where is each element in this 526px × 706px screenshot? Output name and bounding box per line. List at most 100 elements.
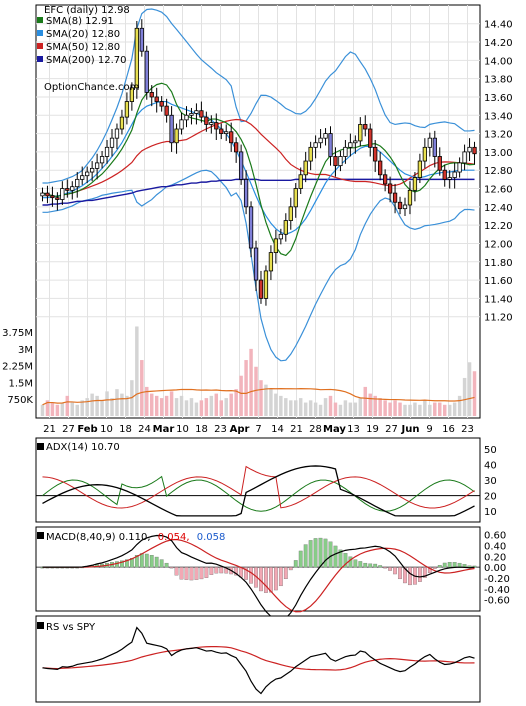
price-tick-label: 11.20 xyxy=(484,313,513,324)
candle-body xyxy=(114,128,120,139)
macd-histogram-bar xyxy=(393,566,397,575)
macd-histogram-bar xyxy=(184,566,189,580)
macd-histogram-bar xyxy=(308,540,313,568)
volume-bar xyxy=(65,395,70,416)
macd-histogram-bar xyxy=(144,553,149,568)
adx-legend-swatch xyxy=(37,443,44,450)
macd-histogram-bar xyxy=(214,566,219,574)
volume-bar xyxy=(452,402,457,416)
adx-title: ADX(14) 10.70 xyxy=(46,442,120,453)
candle-body xyxy=(234,142,239,153)
volume-bar xyxy=(403,404,407,416)
macd-histogram-bar xyxy=(333,545,338,568)
macd-histogram-bar xyxy=(264,566,268,593)
legend-swatch xyxy=(37,56,43,62)
legend-label: SMA(8) 12.91 xyxy=(46,16,114,27)
candle-body xyxy=(278,233,283,240)
rs-line xyxy=(42,626,475,695)
candle-body xyxy=(90,167,95,173)
macd-histogram-bar xyxy=(139,553,144,568)
volume-bar xyxy=(264,384,268,416)
rs-average-line xyxy=(42,645,475,671)
volume-bar xyxy=(125,395,129,416)
candle-body xyxy=(447,177,452,180)
sma8-line xyxy=(42,82,475,257)
macd-histogram-bar xyxy=(115,561,119,568)
macd-histogram-bar xyxy=(209,566,214,575)
price-y-axis: 14.40 14.20 14.00 13.80 13.60 13.40 13.20 13.00… xyxy=(484,20,513,324)
volume-bar xyxy=(70,402,75,416)
candle-body xyxy=(139,27,144,52)
date-tick-label: 14 xyxy=(271,424,284,435)
candle-body xyxy=(189,113,194,116)
date-tick-label: 13 xyxy=(347,424,360,435)
price-tick-label: 11.40 xyxy=(484,294,513,305)
date-tick-label: 27 xyxy=(62,424,75,435)
candle-body xyxy=(40,192,45,197)
candle-body xyxy=(204,116,209,125)
price-tick-label: 13.60 xyxy=(484,93,513,104)
chart-legend: SMA(8) 12.91 SMA(20) 12.80 SMA(50) 12.80 SM… xyxy=(37,16,127,66)
macd-legend-swatch xyxy=(37,532,44,539)
volume-bar xyxy=(343,400,348,416)
volume-bar xyxy=(413,402,417,416)
candle-body xyxy=(99,156,105,164)
macd-histogram-bar xyxy=(348,556,353,568)
volume-bar xyxy=(75,404,79,416)
volume-bar xyxy=(313,402,318,416)
macd-signal-line xyxy=(42,538,475,613)
volume-bar xyxy=(224,398,228,416)
macd-histogram-bar xyxy=(244,566,248,580)
adx-tick-label: 30 xyxy=(484,476,497,487)
macd-histogram-bar xyxy=(408,566,412,586)
macd-tick-label: 0.20 xyxy=(484,552,506,563)
price-tick-label: 13.00 xyxy=(484,148,513,159)
macd-histogram-bar xyxy=(269,566,273,593)
candle-body xyxy=(283,220,288,235)
volume-tick-label: 2.25M xyxy=(2,362,33,373)
candle-body xyxy=(50,195,55,199)
macd-histogram-bar xyxy=(447,561,452,568)
candle-body xyxy=(55,197,60,200)
candle-body xyxy=(462,151,467,164)
volume-bar xyxy=(204,398,209,416)
macd-histogram-bar xyxy=(204,566,209,578)
volume-bar xyxy=(100,400,104,416)
macd-histogram-bar xyxy=(343,553,348,568)
candle-body xyxy=(159,101,164,107)
candle-body xyxy=(194,110,199,114)
candle-body xyxy=(387,183,393,194)
date-tick-label: Apr xyxy=(230,424,250,435)
candle-body xyxy=(382,174,388,185)
volume-bar xyxy=(433,402,437,416)
candle-body xyxy=(442,169,447,180)
candle-body xyxy=(129,87,135,102)
price-tick-label: 14.20 xyxy=(484,38,513,49)
macd-histogram-bar xyxy=(174,566,179,576)
volume-bar xyxy=(378,398,382,416)
date-tick-label: Feb xyxy=(77,424,97,435)
date-tick-label: 27 xyxy=(385,424,398,435)
volume-bar xyxy=(398,402,402,416)
candle-body xyxy=(467,146,472,153)
volume-tick-label: 3M xyxy=(18,345,33,356)
candle-body xyxy=(417,160,423,178)
volume-bar xyxy=(438,402,442,416)
legend-swatch xyxy=(37,17,43,23)
adx-di-minus-line xyxy=(42,465,475,509)
volume-bar xyxy=(249,348,253,416)
bollinger-upper-band xyxy=(42,8,475,184)
volume-bar xyxy=(159,398,164,416)
macd-histogram-bar xyxy=(169,566,174,569)
date-x-axis: 21 27 Feb 10 18 24 Mar 10 18 23 Apr 7 14 21 28 May 13 19 2… xyxy=(43,424,474,435)
macd-histogram-bar xyxy=(194,566,199,580)
candle-body xyxy=(308,146,313,162)
macd-histogram-bar xyxy=(338,549,343,568)
candle-body xyxy=(298,174,303,189)
volume-bar xyxy=(373,395,377,416)
volume-bar xyxy=(40,404,45,416)
macd-histogram-bar xyxy=(353,559,358,568)
macd-histogram-bar xyxy=(418,566,422,582)
adx-y-axis: 50 40 30 20 10 xyxy=(484,445,497,518)
